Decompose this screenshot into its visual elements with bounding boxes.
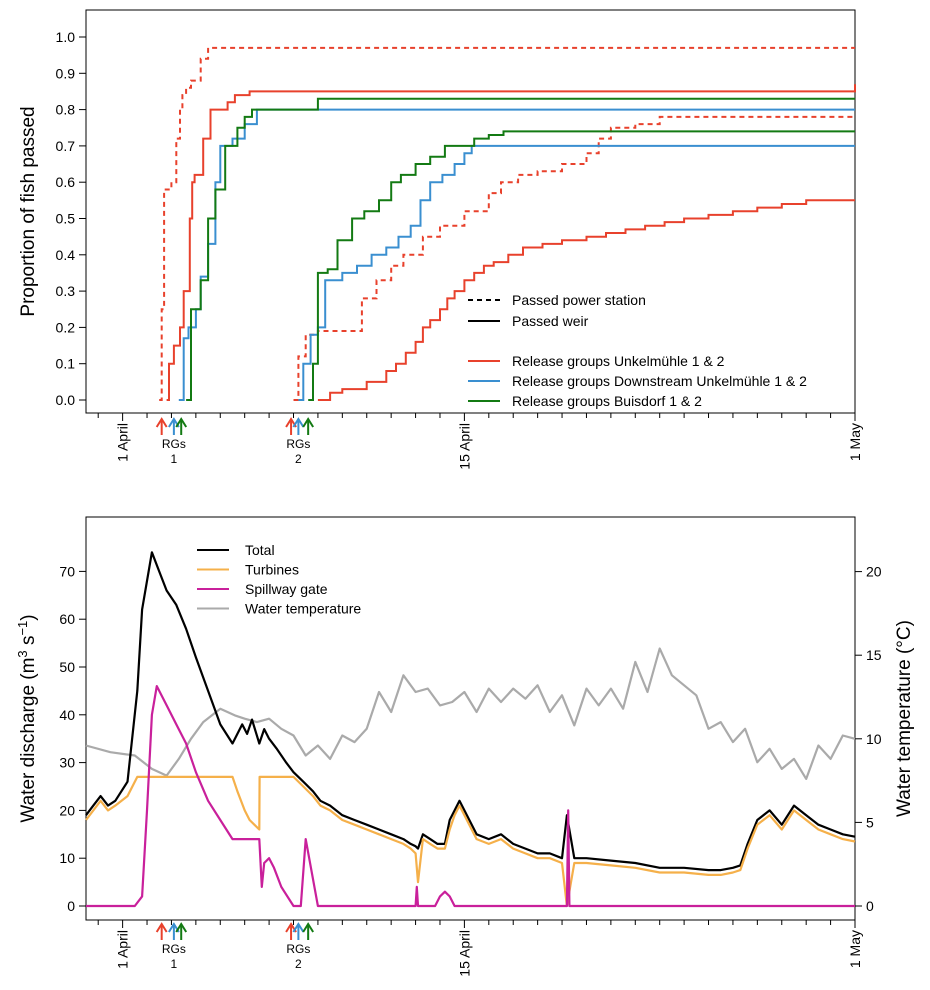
y-tick-label: 0.0	[56, 392, 76, 408]
series-line-0	[85, 647, 856, 780]
release-arrow	[175, 417, 188, 435]
series-line-3	[86, 685, 855, 908]
release-arrow-head	[175, 417, 188, 428]
series-line-1	[85, 551, 856, 872]
release-label-top: RGs	[162, 437, 186, 451]
legend-label: Total	[245, 542, 275, 558]
x-tick-label: 15 April	[456, 930, 472, 977]
legend: Passed power station Passed weir Release g…	[468, 292, 807, 409]
y-tick-label: 0.8	[56, 102, 76, 118]
top-panel: 0.0 0.1 0.2 0.3 0.4 0.5 0.6 0.7 0.8 0.9 1.0 Proport…	[18, 9, 863, 470]
release-label-bottom: 2	[295, 452, 302, 466]
release-label-bottom: 1	[171, 957, 178, 971]
y-tick-label: 0.5	[56, 211, 76, 227]
series-line-0	[159, 46, 855, 401]
release-arrow	[302, 417, 315, 435]
legend-label: Spillway gate	[245, 581, 328, 597]
release-arrow-head	[175, 922, 188, 933]
legend-style-label: Passed power station	[512, 292, 646, 308]
y-axis-title-part: Water discharge (m	[18, 658, 39, 823]
x-tick-label: 15 April	[456, 423, 472, 470]
y-tick-label: 0.9	[56, 65, 76, 81]
x-tick-label: 1 April	[115, 423, 131, 462]
x-tick-label: 1 May	[847, 930, 863, 968]
plot-frame	[85, 516, 856, 921]
release-arrow	[292, 922, 305, 940]
release-arrow-head	[155, 922, 168, 933]
x-tick-label: 1 May	[847, 423, 863, 461]
y-tick-label: 0.6	[56, 174, 76, 190]
y-axis-title-part: )	[18, 614, 39, 620]
y2-tick-label: 20	[866, 564, 882, 580]
y-tick-label: 20	[59, 802, 75, 818]
legend-color-label: Release groups Unkelmühle 1 & 2	[512, 353, 725, 369]
legend-color-label: Release groups Downstream Unkelmühle 1 &…	[512, 373, 807, 389]
y-tick-label: 40	[59, 707, 75, 723]
release-arrow-head	[302, 417, 315, 428]
series-line-2	[178, 108, 855, 401]
release-arrow-head	[302, 922, 315, 933]
release-arrow	[302, 922, 315, 940]
y-tick-label: 70	[59, 563, 75, 579]
series-line-7	[317, 199, 855, 401]
y-tick-label: 30	[59, 755, 75, 771]
release-arrow-head	[292, 417, 305, 428]
release-arrow	[292, 417, 305, 435]
y2-tick-label: 15	[866, 647, 882, 663]
release-arrow	[175, 922, 188, 940]
release-arrow-head	[292, 922, 305, 933]
series-line-3	[186, 97, 855, 401]
y-tick-label: 1.0	[56, 29, 76, 45]
release-arrow-head	[155, 417, 168, 428]
y-tick-label: 50	[59, 659, 75, 675]
release-arrow	[155, 417, 168, 435]
series-line-2	[85, 775, 856, 908]
y-axis-title-part: s	[18, 636, 39, 651]
y-tick-label: 0.7	[56, 138, 76, 154]
legend-color-label: Release groups Buisdorf 1 & 2	[512, 393, 702, 409]
release-label-top: RGs	[286, 437, 310, 451]
y2-axis-title: Water temperature (°C)	[894, 620, 915, 817]
release-label-top: RGs	[286, 942, 310, 956]
y2-tick-label: 0	[866, 898, 874, 914]
legend-label: Water temperature	[245, 601, 361, 617]
series-line-5	[298, 144, 855, 401]
legend: Total Turbines Spillway gate Water temperat…	[197, 542, 361, 617]
y-tick-label: 10	[59, 850, 75, 866]
bottom-panel: 0 10 20 30 40 50 60 70 0 5 10 15 20 Water discharge (…	[15, 516, 915, 977]
y2-tick-label: 10	[866, 731, 882, 747]
y2-tick-label: 5	[866, 814, 874, 830]
release-label-top: RGs	[162, 942, 186, 956]
release-arrow	[155, 922, 168, 940]
release-label-bottom: 1	[171, 452, 178, 466]
y-axis-title-superscript: −1	[15, 621, 30, 636]
series-line-4	[293, 115, 855, 401]
series-line-6	[308, 130, 855, 401]
legend-style-label: Passed weir	[512, 313, 589, 329]
y-tick-label: 60	[59, 611, 75, 627]
y-tick-label: 0.3	[56, 283, 76, 299]
y-axis-title: Water discharge (m3 s−1)	[15, 614, 39, 822]
y-tick-label: 0.1	[56, 356, 76, 372]
release-label-bottom: 2	[295, 957, 302, 971]
y-axis-title: Proportion of fish passed	[18, 106, 39, 316]
y-tick-label: 0	[67, 898, 75, 914]
y-tick-label: 0.2	[56, 319, 76, 335]
series-line-1	[166, 84, 856, 401]
y-axis-title-superscript: 3	[15, 650, 30, 657]
y-tick-label: 0.4	[56, 247, 76, 263]
x-tick-label: 1 April	[115, 930, 131, 969]
legend-label: Turbines	[245, 562, 299, 578]
